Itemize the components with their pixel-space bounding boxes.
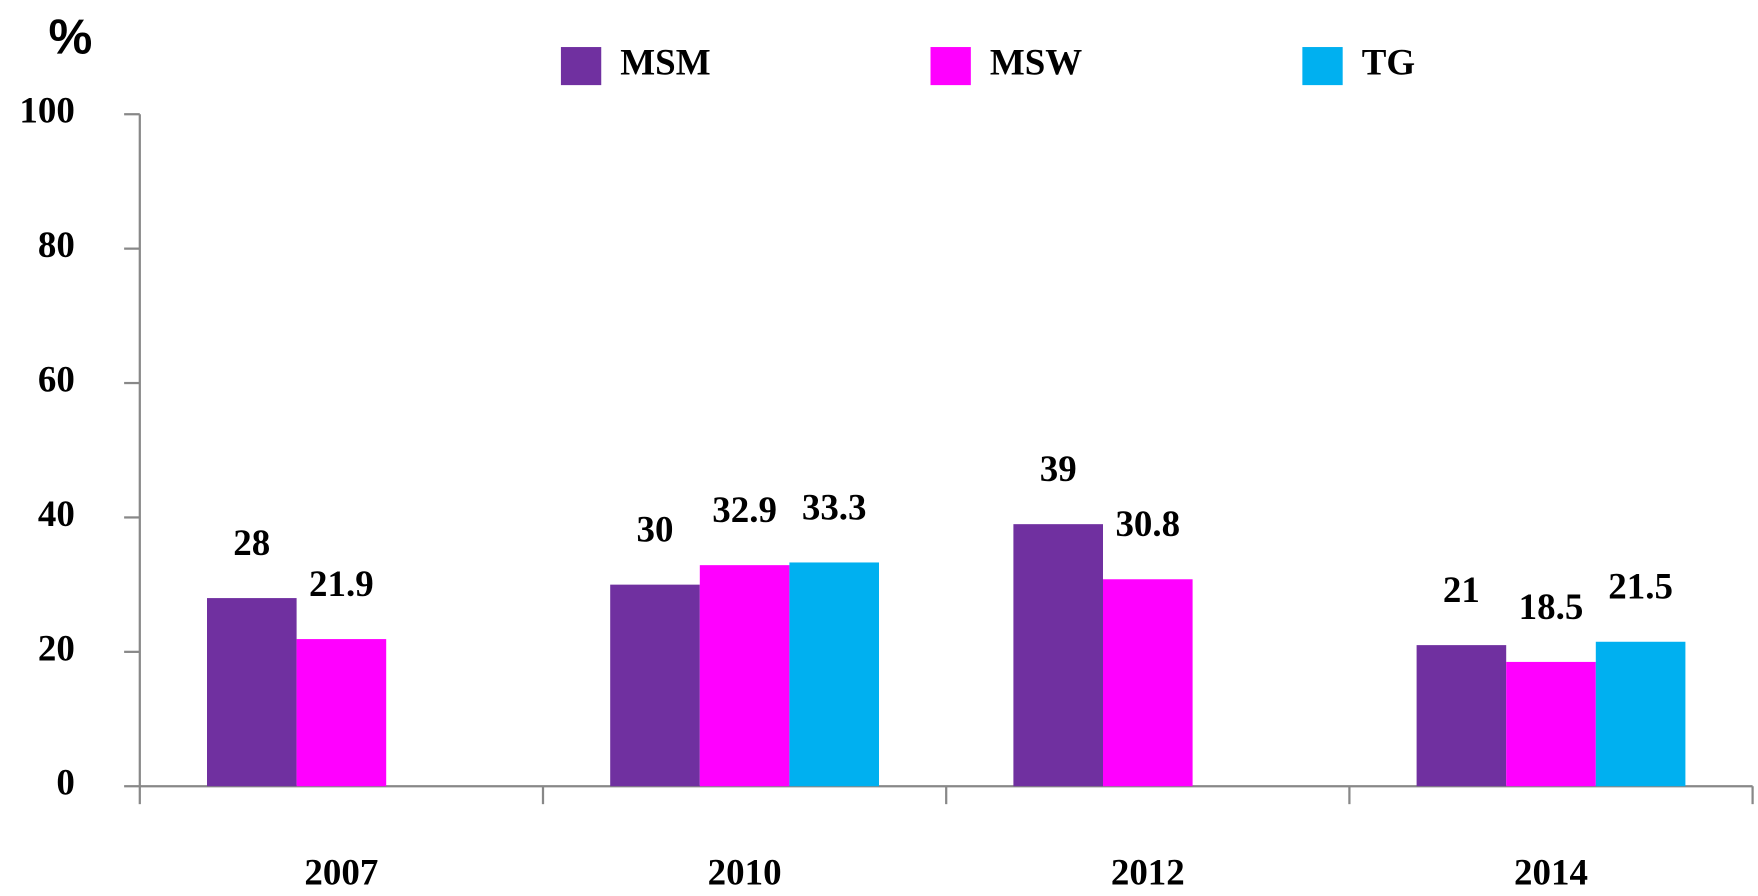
bar: [789, 562, 879, 787]
y-tick-label: 40: [38, 493, 75, 534]
bar: [1416, 645, 1507, 787]
y-tick-label: 100: [19, 90, 74, 131]
bar: [1506, 661, 1596, 787]
bar: [1103, 579, 1193, 787]
data-label: 28: [233, 522, 270, 563]
data-label: 30.8: [1115, 503, 1180, 544]
bar: [1013, 524, 1103, 787]
data-label: 30: [637, 509, 674, 550]
bar: [207, 598, 297, 787]
y-tick-label: 60: [38, 359, 75, 400]
data-label: 32.9: [712, 489, 777, 530]
legend-label: MSM: [620, 42, 710, 83]
data-label: 18.5: [1519, 586, 1584, 627]
data-label: 39: [1040, 448, 1077, 489]
bar: [610, 584, 700, 787]
y-tick-label: 80: [38, 224, 75, 265]
y-axis-label: %: [48, 9, 92, 64]
bar: [1595, 641, 1686, 787]
y-tick-label: 20: [38, 627, 75, 668]
x-tick-label: 2014: [1514, 851, 1588, 892]
legend-swatch: [930, 47, 971, 86]
x-tick-label: 2007: [304, 851, 378, 892]
data-label: 21.9: [309, 563, 374, 604]
legend-swatch: [1302, 47, 1343, 86]
data-label: 21.5: [1608, 566, 1673, 607]
legend-label: TG: [1362, 42, 1415, 83]
x-tick-label: 2010: [708, 851, 782, 892]
bar: [296, 639, 387, 787]
data-label: 33.3: [802, 486, 867, 527]
legend-swatch: [560, 47, 602, 86]
data-label: 21: [1443, 569, 1480, 610]
y-tick-label: 0: [56, 762, 74, 803]
bar: [699, 565, 790, 787]
x-tick-label: 2012: [1111, 851, 1185, 892]
legend-label: MSW: [990, 42, 1082, 83]
